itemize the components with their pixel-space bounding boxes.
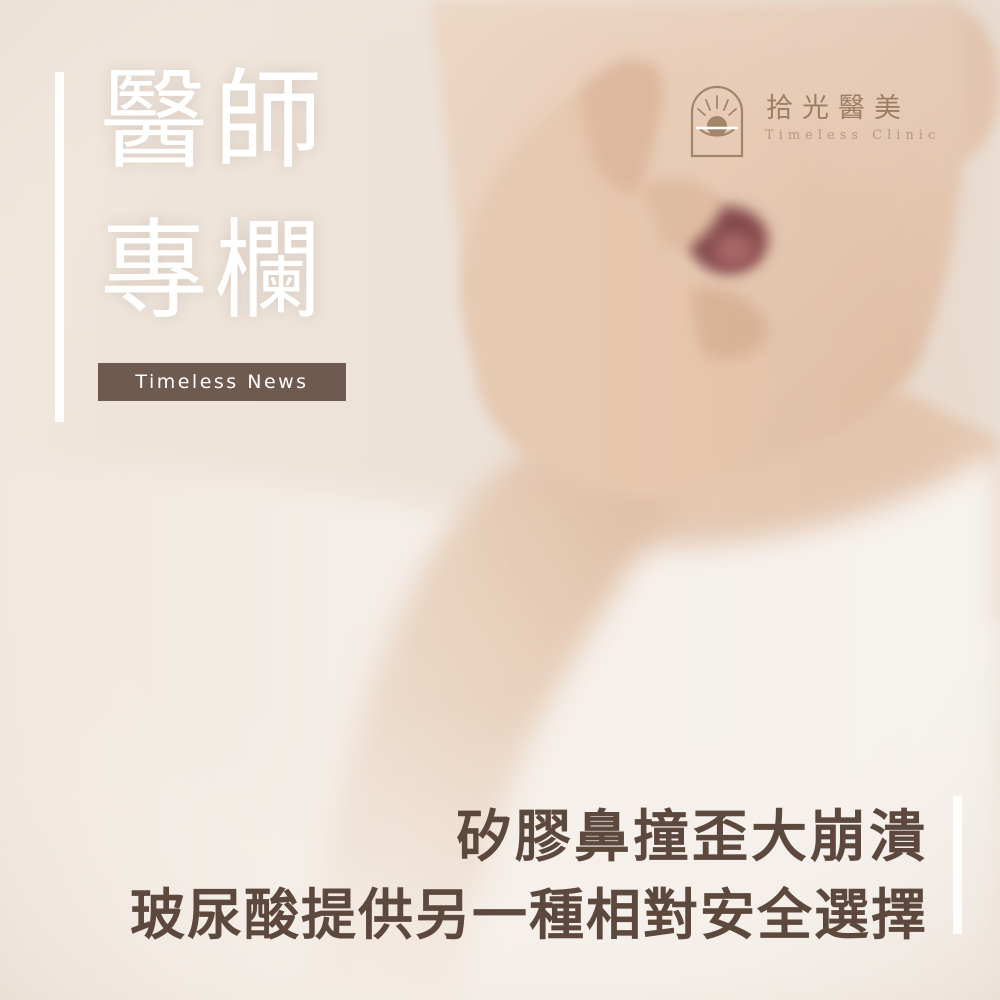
headline-line-1: 矽膠鼻撞歪大崩潰 <box>456 804 928 870</box>
timeless-news-badge: Timeless News <box>98 363 346 401</box>
clinic-logo: 拾光醫美 Timeless Clinic <box>688 82 948 162</box>
sunrise-arch-logo-icon <box>690 85 744 158</box>
clinic-name-chinese: 拾光醫美 <box>766 93 910 124</box>
headline-line-2: 玻尿酸提供另一種相對安全選擇 <box>129 882 928 947</box>
headline-accent-bar <box>953 796 962 934</box>
header-accent-bar <box>55 72 64 422</box>
clinic-name-english: Timeless Clinic <box>765 128 941 143</box>
column-title-line-1: 醫師 <box>100 59 329 184</box>
column-title-line-2: 專欄 <box>100 209 329 334</box>
